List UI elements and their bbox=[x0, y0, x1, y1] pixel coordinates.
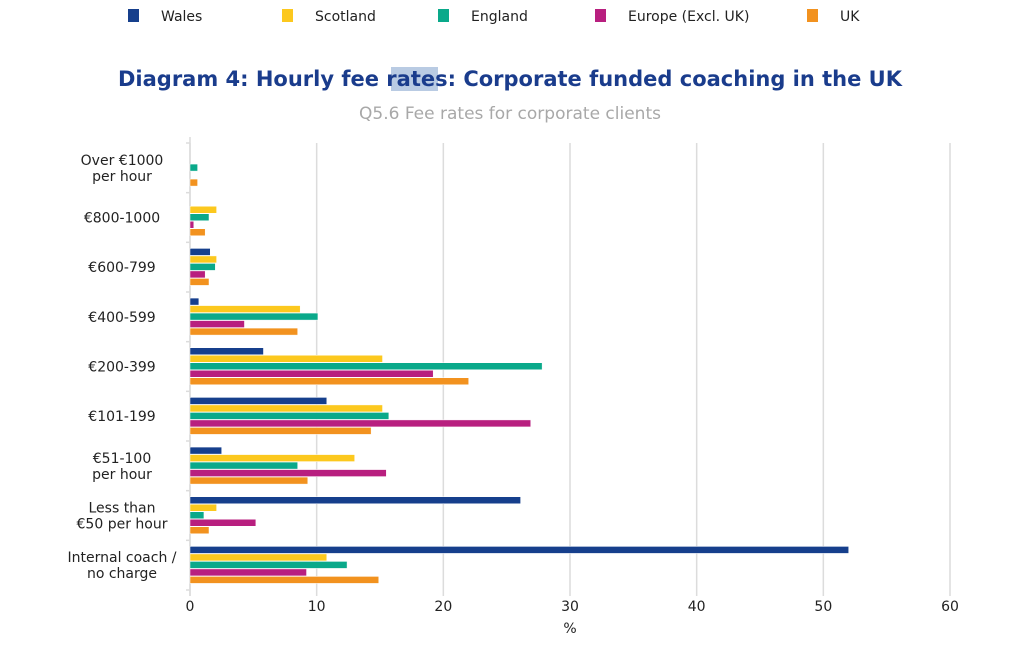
bar-uk bbox=[189, 178, 198, 187]
x-tick-label: 60 bbox=[941, 599, 959, 615]
bar-england bbox=[189, 312, 319, 321]
bar-scotland bbox=[189, 454, 355, 462]
bar-europe-excl-uk- bbox=[189, 419, 531, 428]
x-tick-label: 50 bbox=[814, 599, 832, 615]
bar-wales bbox=[189, 546, 849, 554]
bar-uk bbox=[189, 427, 372, 435]
bar-scotland bbox=[189, 504, 217, 512]
bar-europe-excl-uk- bbox=[189, 469, 387, 477]
bar-europe-excl-uk- bbox=[189, 320, 245, 328]
category-label: no charge bbox=[87, 566, 157, 582]
bar-england bbox=[189, 511, 205, 519]
category-label: Over €1000 bbox=[81, 153, 164, 169]
text-selection-highlight bbox=[391, 67, 438, 91]
bar-uk bbox=[189, 327, 298, 336]
category-label: €51-100 bbox=[93, 451, 152, 467]
bar-scotland bbox=[189, 206, 217, 214]
bar-europe-excl-uk- bbox=[189, 370, 434, 378]
bar-wales bbox=[189, 397, 328, 405]
x-tick-label: 0 bbox=[186, 599, 195, 615]
bar-scotland bbox=[189, 255, 217, 264]
bar-england bbox=[189, 561, 348, 569]
bar-england bbox=[189, 412, 390, 420]
x-tick-label: 40 bbox=[688, 599, 706, 615]
chart-title: Diagram 4: Hourly fee rates: Corporate f… bbox=[118, 67, 903, 91]
bar-wales bbox=[189, 347, 264, 355]
bar-england bbox=[189, 362, 543, 370]
bar-scotland bbox=[189, 355, 383, 363]
bar-europe-excl-uk- bbox=[189, 270, 206, 279]
category-label: €101-199 bbox=[88, 409, 155, 425]
bar-england bbox=[189, 163, 198, 172]
bar-wales bbox=[189, 496, 521, 504]
legend-label: England bbox=[471, 9, 528, 25]
category-label: €600-799 bbox=[88, 260, 155, 276]
legend-swatch bbox=[128, 9, 139, 22]
x-tick-label: 20 bbox=[434, 599, 452, 615]
bar-uk bbox=[189, 576, 379, 584]
legend-label: Scotland bbox=[315, 9, 376, 25]
x-tick-label: 30 bbox=[561, 599, 579, 615]
bar-scotland bbox=[189, 305, 301, 313]
legend-swatch bbox=[282, 9, 293, 22]
bar-uk bbox=[189, 526, 210, 534]
bar-europe-excl-uk- bbox=[189, 568, 307, 577]
bars bbox=[189, 163, 849, 584]
bar-europe-excl-uk- bbox=[189, 519, 257, 527]
bar-england bbox=[189, 461, 298, 470]
category-label: per hour bbox=[92, 467, 152, 483]
category-label: Internal coach / bbox=[68, 550, 177, 566]
category-label: €50 per hour bbox=[77, 517, 168, 533]
x-axis-label: % bbox=[563, 621, 576, 637]
bar-wales bbox=[189, 446, 222, 455]
bar-wales bbox=[189, 297, 200, 306]
legend-swatch bbox=[595, 9, 606, 22]
category-label: €400-599 bbox=[88, 310, 155, 326]
legend: Wales Scotland England Europe (Excl. UK) UK bbox=[128, 9, 860, 25]
bar-wales bbox=[189, 248, 211, 256]
legend-label: Wales bbox=[161, 9, 202, 25]
category-label: per hour bbox=[92, 169, 152, 185]
bar-scotland bbox=[189, 404, 383, 413]
legend-label: UK bbox=[840, 9, 860, 25]
bar-england bbox=[189, 213, 210, 221]
category-label: €800-1000 bbox=[84, 211, 160, 227]
category-label: Less than bbox=[88, 501, 155, 517]
x-tick-labels: 0 10 20 30 40 50 60 bbox=[186, 599, 959, 615]
legend-label: Europe (Excl. UK) bbox=[628, 9, 749, 25]
x-tick-label: 10 bbox=[308, 599, 326, 615]
category-label: €200-399 bbox=[88, 360, 155, 376]
bar-uk bbox=[189, 476, 309, 485]
chart-subtitle: Q5.6 Fee rates for corporate clients bbox=[359, 104, 661, 124]
bar-uk bbox=[189, 377, 469, 385]
bar-england bbox=[189, 263, 216, 271]
bar-uk bbox=[189, 228, 206, 236]
bar-scotland bbox=[189, 553, 328, 562]
legend-swatch bbox=[438, 9, 449, 22]
bar-europe-excl-uk- bbox=[189, 221, 195, 229]
bar-uk bbox=[189, 278, 210, 286]
legend-swatch bbox=[807, 9, 818, 22]
